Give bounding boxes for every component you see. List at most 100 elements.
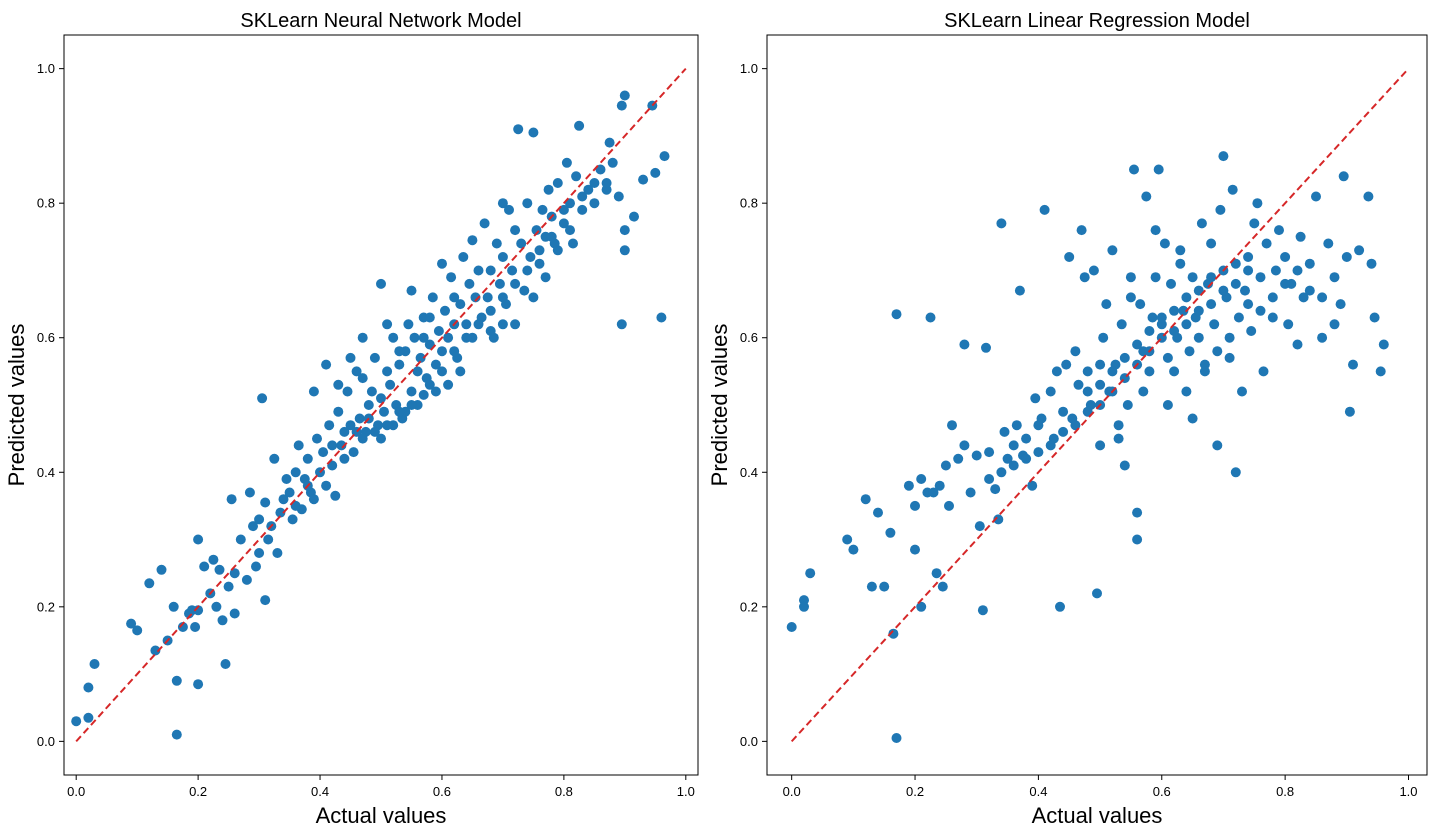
data-point — [574, 120, 585, 131]
data-point — [1021, 453, 1032, 464]
data-point — [1292, 265, 1303, 276]
data-point — [1095, 379, 1106, 390]
y-tick-label: 0.0 — [37, 734, 55, 749]
data-point — [1218, 285, 1229, 296]
chart-panel-1: SKLearn Neural Network Model 0.0 0.2 0.4 0.6… — [4, 10, 699, 828]
data-point — [424, 312, 435, 323]
data-point — [449, 346, 460, 357]
data-point — [348, 447, 359, 458]
data-point — [1082, 366, 1093, 377]
data-point — [388, 332, 399, 343]
data-point — [379, 406, 389, 417]
data-point — [1132, 339, 1143, 350]
data-point — [394, 346, 405, 357]
data-point — [510, 278, 521, 289]
data-point — [619, 225, 630, 236]
data-point — [171, 729, 182, 740]
data-point — [1329, 319, 1340, 330]
data-point — [1255, 305, 1266, 316]
chart-title: SKLearn Neural Network Model — [240, 10, 521, 32]
data-point — [229, 568, 240, 579]
data-point — [1039, 204, 1050, 215]
data-point — [1280, 278, 1291, 289]
data-point — [241, 574, 252, 585]
data-point — [254, 548, 265, 558]
data-point — [1169, 326, 1180, 336]
data-point — [1184, 346, 1195, 357]
data-point — [171, 675, 182, 686]
data-point — [959, 440, 970, 451]
data-point — [1193, 332, 1204, 343]
data-point — [308, 386, 319, 397]
data-point — [866, 581, 877, 592]
data-point — [885, 527, 896, 538]
data-point — [473, 319, 484, 330]
data-point — [1098, 332, 1109, 343]
reference-line — [790, 67, 1410, 743]
data-point — [351, 366, 362, 377]
data-point — [947, 420, 957, 431]
data-point — [275, 507, 286, 518]
data-point — [552, 245, 563, 256]
data-point — [879, 581, 890, 592]
data-point — [455, 299, 466, 310]
data-point — [354, 413, 365, 424]
data-point — [260, 595, 271, 606]
data-point — [302, 453, 313, 464]
data-point — [269, 453, 280, 464]
y-tick-label: 0.8 — [740, 196, 758, 211]
data-point — [1252, 198, 1263, 209]
data-point — [1144, 366, 1155, 377]
data-point — [916, 601, 927, 612]
data-point — [786, 622, 797, 632]
data-point — [1187, 413, 1198, 424]
data-point — [1267, 292, 1278, 303]
data-point — [565, 198, 575, 209]
data-point — [1267, 312, 1278, 323]
data-point — [1119, 460, 1130, 471]
data-point — [263, 534, 274, 545]
data-point — [1317, 292, 1328, 303]
data-point — [190, 622, 201, 632]
data-point — [1175, 245, 1186, 256]
data-point — [339, 453, 350, 464]
data-point — [168, 601, 179, 612]
data-point — [577, 191, 588, 202]
data-point — [1304, 258, 1315, 269]
x-tick-label: 0.2 — [189, 784, 207, 799]
data-point — [990, 484, 1001, 495]
data-point — [308, 494, 319, 505]
data-point — [558, 218, 569, 229]
data-point — [1295, 231, 1306, 242]
data-point — [971, 450, 982, 461]
data-point — [1125, 292, 1136, 303]
x-tick-label: 0.6 — [433, 784, 451, 799]
data-point — [1002, 453, 1013, 464]
data-point — [510, 319, 521, 330]
data-point — [659, 151, 670, 162]
data-point — [193, 534, 204, 545]
data-point — [1169, 305, 1180, 316]
data-point — [1249, 218, 1260, 229]
data-point — [873, 507, 883, 518]
data-point — [494, 278, 505, 289]
data-point — [1058, 406, 1069, 417]
x-tick-label: 0.4 — [1029, 784, 1047, 799]
data-point — [589, 178, 600, 188]
data-point — [993, 514, 1004, 525]
data-point — [1375, 366, 1386, 377]
data-point — [409, 332, 420, 343]
data-point — [937, 581, 948, 592]
data-point — [1036, 413, 1047, 424]
data-point — [443, 379, 454, 390]
data-point — [430, 386, 441, 397]
data-point — [1187, 272, 1198, 283]
data-point — [1227, 184, 1238, 195]
data-point — [805, 568, 816, 579]
data-point — [604, 137, 615, 148]
data-point — [369, 426, 380, 437]
data-point — [272, 548, 283, 558]
data-point — [1162, 400, 1173, 410]
data-point — [144, 578, 155, 589]
data-point — [394, 359, 405, 370]
